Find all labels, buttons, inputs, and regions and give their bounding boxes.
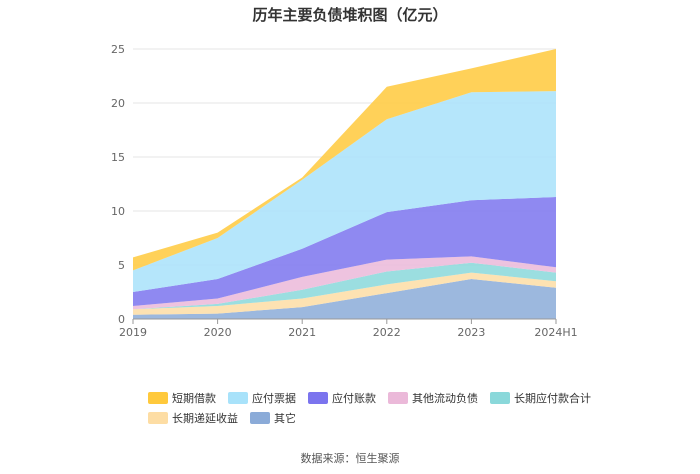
area-series-5	[133, 272, 556, 315]
legend-label: 其它	[274, 412, 296, 425]
area-series-2	[133, 197, 556, 306]
legend-item[interactable]: 短期借款	[148, 388, 216, 408]
y-tick-label: 20	[111, 97, 125, 110]
area-series	[133, 49, 556, 319]
y-tick-label: 10	[111, 205, 125, 218]
chart-title: 历年主要负债堆积图（亿元）	[252, 6, 448, 24]
legend-swatch	[250, 412, 270, 424]
legend-swatch	[148, 412, 168, 424]
legend-item[interactable]: 其他流动负债	[388, 388, 478, 408]
area-series-4	[133, 262, 556, 310]
y-tick-label: 0	[118, 313, 125, 326]
x-tick-label: 2024H1	[534, 326, 577, 339]
legend-label: 短期借款	[172, 392, 216, 405]
legend-label: 长期递延收益	[172, 412, 238, 425]
legend-item[interactable]: 应付票据	[228, 388, 296, 408]
area-series-0	[133, 49, 556, 271]
legend-swatch	[490, 392, 510, 404]
y-tick-label: 25	[111, 43, 125, 56]
y-tick-label: 15	[111, 151, 125, 164]
source-note: 数据来源：恒生聚源	[300, 452, 400, 465]
legend-item[interactable]: 应付账款	[308, 388, 376, 408]
x-tick-label: 2022	[373, 326, 401, 339]
legend-swatch	[228, 392, 248, 404]
area-series-1	[133, 91, 556, 292]
y-tick-label: 5	[118, 259, 125, 272]
legend-swatch	[388, 392, 408, 404]
legend-label: 应付票据	[252, 392, 296, 405]
area-series-6	[133, 279, 556, 319]
legend-swatch	[148, 392, 168, 404]
legend-swatch	[308, 392, 328, 404]
legend: 短期借款 应付票据 应付账款 其他流动负债 长期应付款合计长期递延收益 其它	[148, 388, 608, 428]
legend-label: 其他流动负债	[412, 392, 478, 405]
x-tick-label: 2021	[288, 326, 316, 339]
legend-item[interactable]: 长期应付款合计	[490, 388, 591, 408]
legend-label: 应付账款	[332, 392, 376, 405]
legend-label: 长期应付款合计	[514, 392, 591, 405]
x-tick-label: 2019	[119, 326, 147, 339]
legend-item[interactable]: 其它	[250, 408, 296, 428]
axes: 0 5 10 15 20 25 2019 2020 2021 2022 2023 2024H1	[111, 43, 578, 339]
x-tick-label: 2020	[204, 326, 232, 339]
legend-item[interactable]: 长期递延收益	[148, 408, 238, 428]
x-tick-label: 2023	[457, 326, 485, 339]
area-series-3	[133, 256, 556, 310]
